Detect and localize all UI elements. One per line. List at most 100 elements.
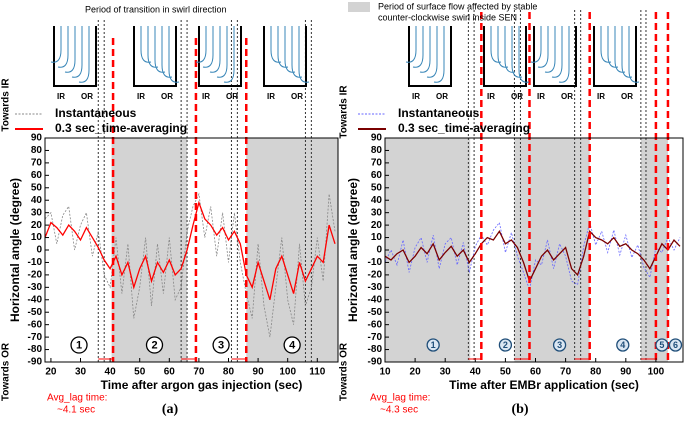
sen-wall: [263, 26, 307, 87]
phase-label: 4: [289, 339, 296, 351]
schematic-label: IR: [202, 92, 210, 101]
y-tick-label: -60: [368, 319, 383, 330]
flow-arrow: [291, 26, 303, 78]
phase-label: 3: [218, 339, 224, 351]
schematic-label: IR: [597, 92, 605, 101]
schematic-label: IR: [487, 92, 495, 101]
x-tick-label: 50: [500, 367, 512, 378]
flow-arrow: [168, 26, 180, 83]
x-tick-label: 70: [193, 367, 205, 378]
flow-arrow: [518, 26, 530, 83]
flow-arrow: [78, 26, 90, 83]
phase-label: 2: [503, 340, 508, 350]
phase-label: 6: [673, 340, 678, 350]
direction-label: Towards IR: [339, 85, 350, 139]
flow-arrow: [64, 26, 76, 73]
schematic-label: IR: [267, 92, 275, 101]
x-tick-label: 40: [105, 367, 117, 378]
x-tick-label: 90: [253, 367, 265, 378]
y-axis-title: Horizontal angle (degree): [8, 178, 22, 322]
lag-annotation: Avg_lag time:: [47, 393, 107, 404]
flow-arrow: [284, 26, 296, 73]
flow-arrow: [140, 26, 152, 63]
flow-arrow: [147, 26, 159, 68]
phase-label: 3: [557, 340, 562, 350]
x-tick-label: 30: [440, 367, 452, 378]
y-tick-label: 70: [371, 158, 383, 169]
flow-arrow: [504, 26, 516, 73]
flow-arrow: [202, 26, 214, 68]
top-note: Period of transition in swirl direction: [85, 4, 227, 14]
y-tick-label: -60: [28, 319, 43, 330]
flow-arrow: [607, 26, 619, 68]
shaded-region: [385, 138, 471, 362]
flow-arrow: [600, 26, 612, 63]
phase-circle: [212, 336, 230, 354]
y-tick-label: -30: [28, 282, 43, 293]
flow-arrow: [558, 26, 570, 83]
sen-wall: [533, 26, 577, 87]
y-tick-label: -90: [368, 357, 383, 368]
flow-arrow: [209, 26, 221, 73]
schematic-label: OR: [561, 92, 573, 101]
phase-label: 4: [620, 340, 625, 350]
phase-label: 1: [431, 340, 436, 350]
panel-label: (b): [511, 402, 528, 417]
series-line: [45, 200, 336, 300]
flow-arrow: [497, 26, 509, 68]
x-tick-label: 70: [560, 367, 572, 378]
schematic-label: OR: [291, 92, 303, 101]
y-tick-label: 20: [31, 220, 43, 231]
note-swatch: [348, 2, 370, 12]
schematic-label: OR: [161, 92, 173, 101]
flow-arrow: [270, 26, 282, 63]
phase-circle: [283, 336, 301, 354]
flow-arrow: [530, 26, 542, 63]
y-axis-title: Horizontal angle (degree): [346, 178, 360, 322]
top-note: Period of surface flow affected by stabl…: [378, 1, 537, 11]
flow-arrow: [544, 26, 556, 73]
x-tick-label: 100: [279, 367, 296, 378]
phase-circle: [70, 336, 88, 354]
flow-arrow: [57, 26, 69, 68]
flow-arrow: [537, 26, 549, 68]
y-tick-label: -90: [28, 357, 43, 368]
legend-label: Instantaneous: [398, 106, 480, 120]
schematic-label: IR: [57, 92, 65, 101]
schematic-label: OR: [511, 92, 523, 101]
flow-arrow: [154, 26, 166, 73]
x-tick-label: 90: [620, 367, 632, 378]
phase-circle: [426, 338, 440, 352]
y-tick-label: 90: [371, 133, 383, 144]
y-tick-label: 0: [36, 245, 42, 256]
phase-label: 2: [151, 339, 157, 351]
y-tick-label: 30: [31, 207, 43, 218]
schematic-label: OR: [621, 92, 633, 101]
flow-arrow: [628, 26, 640, 83]
y-tick-label: 70: [31, 158, 43, 169]
series-line: [45, 192, 336, 338]
y-tick-label: -80: [368, 344, 383, 355]
schematic-label: OR: [81, 92, 93, 101]
flow-arrow: [223, 26, 235, 83]
series-line: [385, 229, 681, 283]
shaded-region: [640, 138, 668, 362]
flow-arrow: [277, 26, 289, 68]
sen-wall: [198, 26, 242, 87]
x-tick-label: 40: [470, 367, 482, 378]
lag-annotation: ~4.3 sec: [380, 405, 418, 416]
y-tick-label: 80: [371, 145, 383, 156]
y-tick-label: -50: [368, 307, 383, 318]
top-note: counter-clockwise swirl inside SEN: [378, 12, 517, 22]
y-tick-label: 50: [371, 182, 383, 193]
panel-label: (a): [162, 402, 179, 417]
phase-circle: [552, 338, 567, 352]
flow-arrow: [195, 26, 207, 63]
phase-circle: [616, 338, 630, 352]
y-tick-label: -20: [28, 270, 43, 281]
y-tick-label: -10: [28, 257, 43, 268]
y-tick-label: 10: [371, 232, 383, 243]
y-tick-label: 60: [371, 170, 383, 181]
flow-arrow: [161, 26, 173, 78]
